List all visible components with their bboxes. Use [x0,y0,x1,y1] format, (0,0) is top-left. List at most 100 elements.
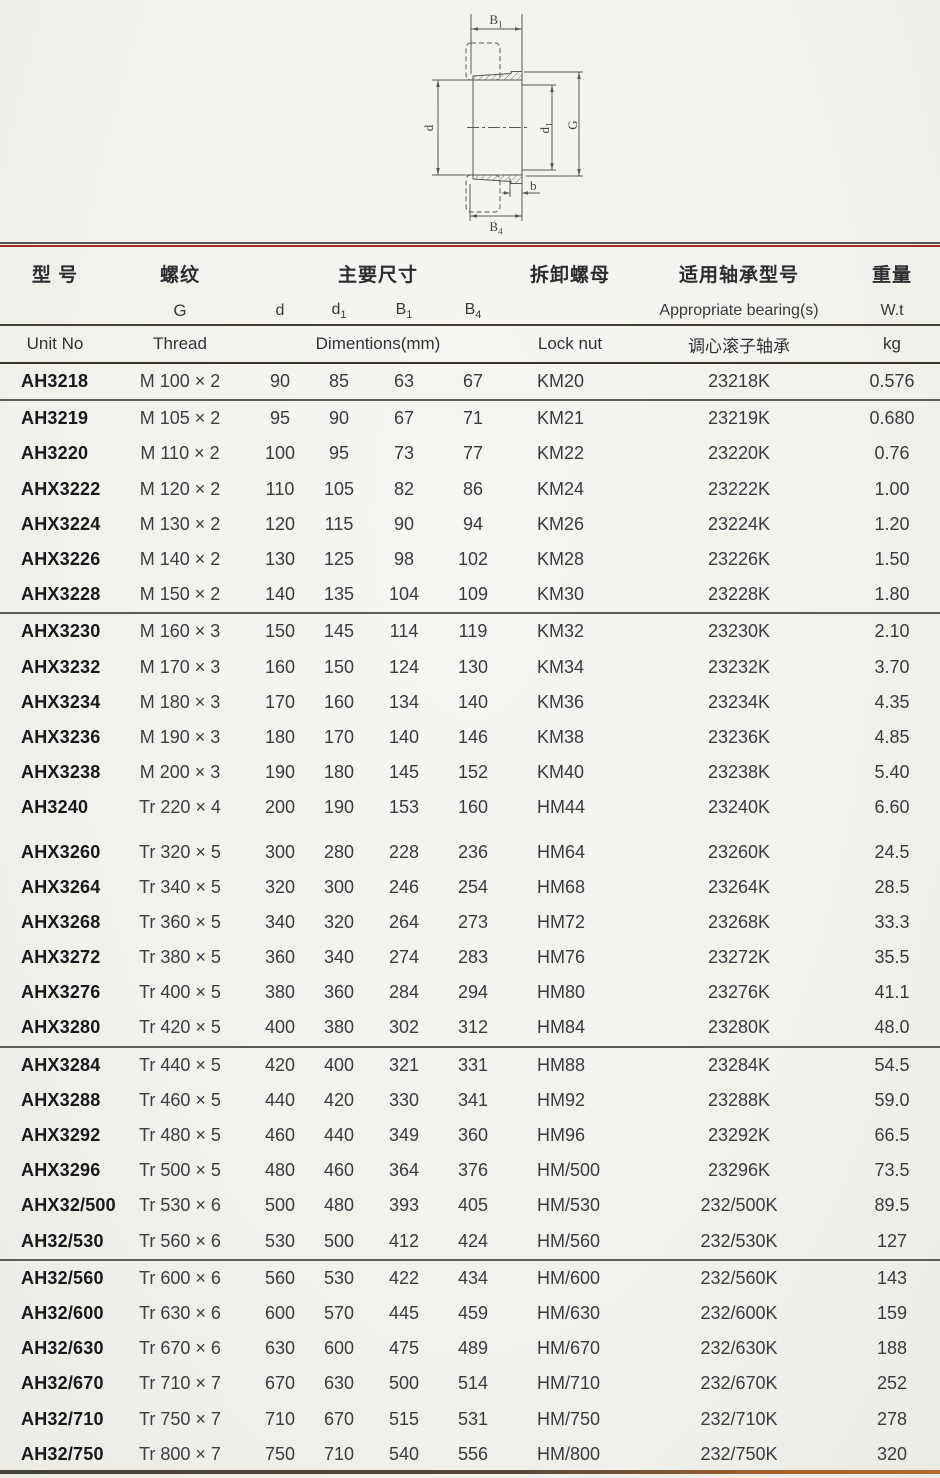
cell-lock_nut: KM20 [537,371,585,392]
cell-thread: Tr 480 × 5 [139,1125,221,1146]
cell-bearing: 23222K [707,478,771,499]
cell-d: 560 [264,1267,296,1288]
table-row: AH32/600 Tr 630 × 6 600 570 445 459 HM/630 232/… [0,1296,940,1331]
cell-d: 400 [264,1017,296,1038]
cell-b1: 412 [388,1230,420,1251]
cell-model: AH3220 [21,443,89,464]
cell-d: 710 [264,1408,296,1429]
cell-b1: 284 [388,982,420,1003]
header-thread-cn: 螺纹 [159,264,200,286]
cell-weight: 66.5 [874,1125,910,1146]
cell-bearing: 232/560K [700,1267,778,1288]
cell-thread: Tr 440 × 5 [139,1054,221,1075]
cell-weight: 89.5 [874,1195,910,1216]
cell-b1: 302 [388,1017,420,1038]
cell-model: AH3240 [21,797,89,818]
technical-drawing: B1 d d1 G b B4 [380,0,640,240]
table-row: AHX3228 M 150 × 2 140 135 104 109 KM30 23228K 1.… [0,577,940,612]
cell-lock_nut: KM34 [537,656,585,677]
cell-thread: Tr 500 × 5 [139,1160,221,1181]
cell-lock_nut: KM36 [537,691,585,712]
cell-lock_nut: HM72 [537,911,586,932]
header-dim-B4: B4 [440,298,507,326]
cell-b4: 341 [457,1089,489,1110]
header-locknut-en: Lock nut [506,325,635,364]
cell-d: 480 [264,1160,296,1181]
cell-thread: Tr 360 × 5 [139,911,221,932]
cell-weight: 33.3 [874,911,910,932]
cell-bearing: 23260K [707,841,771,862]
cell-d1: 380 [323,1017,355,1038]
cell-bearing: 23240K [707,797,771,818]
cell-d: 170 [264,691,296,712]
header-weight-cn: 重量 [872,264,913,286]
cell-thread: M 150 × 2 [139,584,221,605]
cell-b4: 331 [457,1054,489,1075]
cell-b4: 556 [457,1443,489,1464]
cell-b1: 274 [388,947,420,968]
cell-weight: 35.5 [874,947,910,968]
table-row: AHX3236 M 190 × 3 180 170 140 146 KM38 23236K 4.… [0,720,940,755]
cell-thread: Tr 340 × 5 [139,876,221,897]
cell-d1: 95 [328,443,350,464]
cell-lock_nut: HM80 [537,982,586,1003]
cell-b4: 94 [462,513,484,534]
cell-b1: 393 [388,1195,420,1216]
cell-thread: Tr 670 × 6 [139,1338,221,1359]
cell-model: AHX3232 [21,656,101,677]
cell-thread: M 110 × 2 [140,443,220,464]
cell-d: 630 [264,1338,296,1359]
cell-model: AH32/630 [21,1338,104,1359]
cell-lock_nut: HM96 [537,1125,586,1146]
cell-lock_nut: HM84 [537,1017,586,1038]
table-row: AH32/530 Tr 560 × 6 530 500 412 424 HM/560 232/… [0,1224,940,1259]
cell-d1: 190 [323,797,355,818]
cell-thread: M 160 × 3 [139,621,221,642]
cell-model: AHX32/500 [21,1195,116,1216]
cell-model: AH32/710 [21,1408,104,1429]
cell-d1: 115 [324,513,354,534]
cell-lock_nut: HM/500 [537,1160,601,1181]
cell-thread: M 100 × 2 [139,371,221,392]
cell-lock_nut: HM64 [537,841,586,862]
table-body: AH3218 M 100 × 2 90 85 63 67 KM20 23218K 0.576 AH… [0,363,940,1472]
cell-model: AHX3272 [21,947,101,968]
cell-d1: 150 [323,656,355,677]
cell-d: 500 [264,1195,296,1216]
cell-b1: 264 [388,911,420,932]
cell-weight: 2.10 [874,621,910,642]
table-row: AHX3276 Tr 400 × 5 380 360 284 294 HM80 23276K 4… [0,975,940,1010]
cell-b1: 228 [388,841,420,862]
cell-model: AHX3230 [21,621,101,642]
cell-weight: 1.80 [874,584,910,605]
cell-lock_nut: KM24 [537,478,585,499]
cell-bearing: 232/530K [700,1230,778,1251]
cell-weight: 54.5 [874,1054,910,1075]
cell-b4: 236 [457,841,489,862]
cell-d1: 570 [323,1302,355,1323]
cell-d: 190 [264,762,296,783]
cell-bearing: 232/630K [700,1338,778,1359]
table-row: AHX3264 Tr 340 × 5 320 300 246 254 HM68 23264K 2… [0,870,940,905]
group-divider [0,1258,940,1261]
cell-bearing: 232/710K [700,1408,778,1429]
group-divider [0,612,940,615]
header-model-spacer [0,298,110,326]
cell-d1: 400 [323,1054,355,1075]
cell-d1: 530 [323,1267,355,1288]
cell-model: AHX3288 [21,1089,101,1110]
cell-thread: M 120 × 2 [139,478,221,499]
cell-bearing: 23224K [707,513,771,534]
cell-d: 160 [264,656,296,677]
table-row: AHX3230 M 160 × 3 150 145 114 119 KM32 23230K 2.… [0,614,940,649]
dim-label-B4: B4 [489,219,503,237]
cell-thread: Tr 400 × 5 [139,982,221,1003]
cell-lock_nut: KM30 [537,584,585,605]
cell-lock_nut: KM38 [537,726,585,747]
cell-model: AH3218 [21,371,89,392]
table-row: AH32/560 Tr 600 × 6 560 530 422 434 HM/600 232/… [0,1261,940,1296]
header-dim-d1: d1 [310,298,368,326]
cell-weight: 252 [876,1373,908,1394]
table-row: AHX3292 Tr 480 × 5 460 440 349 360 HM96 23292K 6… [0,1118,940,1153]
